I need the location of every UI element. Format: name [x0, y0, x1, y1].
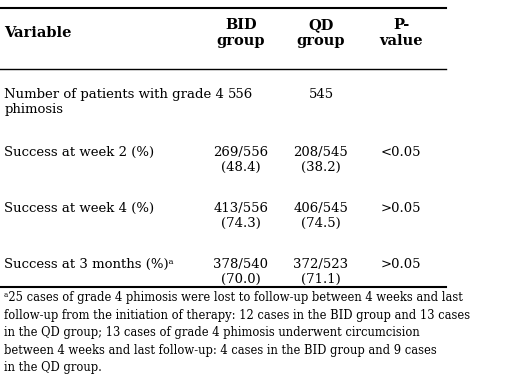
Text: QD
group: QD group	[297, 18, 345, 48]
Text: >0.05: >0.05	[381, 202, 422, 215]
Text: 556: 556	[228, 88, 253, 101]
Text: Success at week 2 (%): Success at week 2 (%)	[5, 146, 155, 159]
Text: 406/545
(74.5): 406/545 (74.5)	[294, 202, 348, 230]
Text: BID
group: BID group	[217, 18, 265, 48]
Text: <0.05: <0.05	[381, 146, 422, 159]
Text: 269/556
(48.4): 269/556 (48.4)	[213, 146, 268, 174]
Text: 413/556
(74.3): 413/556 (74.3)	[213, 202, 268, 230]
Text: 378/540
(70.0): 378/540 (70.0)	[213, 258, 268, 287]
Text: ᵃ25 cases of grade 4 phimosis were lost to follow-up between 4 weeks and last
fo: ᵃ25 cases of grade 4 phimosis were lost …	[5, 291, 471, 374]
Text: 208/545
(38.2): 208/545 (38.2)	[294, 146, 348, 174]
Text: >0.05: >0.05	[381, 258, 422, 271]
Text: Variable: Variable	[5, 26, 72, 40]
Text: 545: 545	[309, 88, 333, 101]
Text: Number of patients with grade 4
phimosis: Number of patients with grade 4 phimosis	[5, 88, 224, 116]
Text: P-
value: P- value	[379, 18, 423, 48]
Text: 372/523
(71.1): 372/523 (71.1)	[294, 258, 348, 287]
Text: Success at week 4 (%): Success at week 4 (%)	[5, 202, 155, 215]
Text: Success at 3 months (%)ᵃ: Success at 3 months (%)ᵃ	[5, 258, 174, 271]
